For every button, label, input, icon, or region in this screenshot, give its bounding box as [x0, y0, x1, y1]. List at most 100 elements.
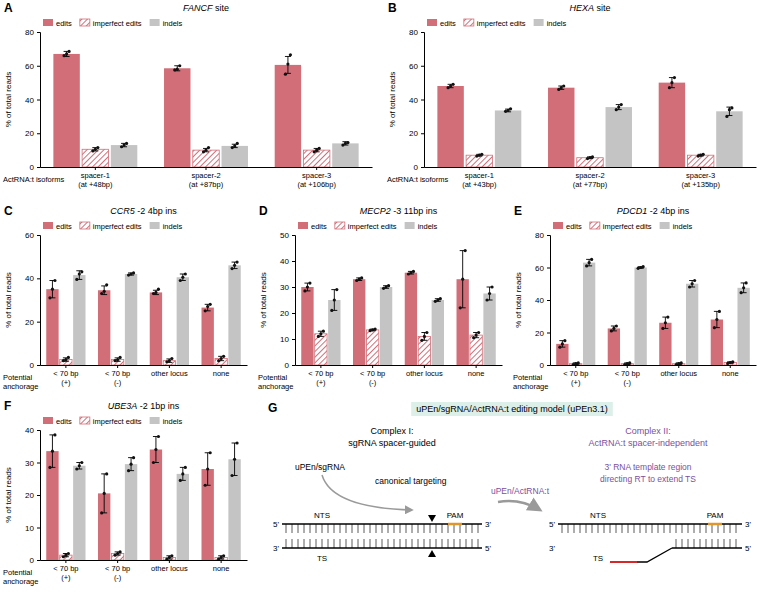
base — [454, 539, 455, 548]
base — [310, 539, 311, 548]
base — [628, 524, 629, 533]
x-tick: spacer-1(at +43bp) — [462, 167, 497, 189]
replicate-dot — [67, 50, 70, 53]
y-tick-mark — [292, 287, 295, 288]
panel-title: UBE3A -2 1bp ins — [108, 401, 180, 411]
bar — [125, 464, 137, 560]
base — [328, 539, 329, 548]
error-bar — [205, 453, 211, 486]
base — [292, 539, 293, 548]
cut-mark — [428, 550, 436, 557]
bar — [608, 328, 620, 365]
y-tick-label: 0 — [414, 163, 419, 172]
legend-swatch — [553, 222, 563, 229]
error-bar — [714, 311, 720, 327]
bar — [111, 145, 137, 167]
base — [310, 524, 311, 533]
replicate-dot — [116, 358, 119, 361]
x-axis-title: Potentialanchorage — [513, 373, 548, 391]
replicate-dot — [725, 115, 728, 118]
ts-extension — [610, 561, 637, 563]
replicate-dot — [615, 108, 618, 111]
base — [412, 524, 413, 533]
legend-label: indels — [163, 222, 183, 231]
replicate-dot — [286, 62, 289, 65]
x-tick: none — [722, 365, 739, 378]
dna — [558, 524, 742, 548]
bar — [46, 451, 58, 560]
base — [406, 524, 407, 533]
replicate-dot — [563, 339, 566, 342]
y-axis: 0204060 — [25, 231, 40, 370]
base — [334, 539, 335, 548]
replicate-dot — [204, 484, 207, 487]
base — [472, 539, 473, 548]
y-tick-label: 20 — [25, 129, 34, 138]
replicate-dot — [75, 467, 78, 470]
x-tick: none — [213, 560, 230, 573]
legend-label: indels — [418, 222, 438, 231]
bar — [73, 466, 85, 560]
legend-swatch — [80, 19, 90, 26]
replicate-dot — [475, 334, 478, 337]
base — [376, 524, 377, 533]
strand-label: TS — [317, 554, 327, 563]
replicate-dot — [119, 356, 122, 359]
replicate-dot — [335, 288, 338, 291]
replicate-dot — [67, 552, 70, 555]
y-tick-label: 60 — [409, 62, 418, 71]
base — [568, 524, 569, 533]
legend-item: indels — [405, 222, 438, 231]
replicate-dot — [168, 359, 171, 362]
replicate-dot — [423, 335, 426, 338]
replicate-dot — [308, 282, 311, 285]
x-tick: none — [213, 365, 230, 378]
y-tick: 30 — [25, 459, 40, 468]
base — [376, 539, 377, 548]
base — [286, 524, 287, 533]
base — [712, 524, 713, 533]
y-tick: 0 — [30, 556, 40, 565]
y-tick-label: 20 — [535, 329, 544, 338]
legend-swatch — [43, 417, 53, 424]
x-axis: < 70 bp(+)< 70 bp(-)other locusnone — [41, 560, 248, 582]
y-tick: 20 — [25, 491, 40, 500]
legend-label: imperfect edits — [348, 222, 397, 231]
replicate-dot — [233, 144, 236, 147]
legend-swatch — [405, 222, 415, 229]
replicate-dot — [170, 357, 173, 360]
error-bar — [180, 467, 186, 480]
replicate-dot — [612, 327, 615, 330]
base — [346, 524, 347, 533]
panel-letter: A — [4, 1, 13, 15]
base — [448, 539, 449, 548]
bar — [686, 284, 698, 365]
x-tick-mark — [95, 167, 96, 170]
base — [634, 524, 635, 533]
y-tick: 40 — [25, 426, 40, 435]
y-axis-line — [37, 236, 41, 366]
base — [472, 524, 473, 533]
y-tick-mark — [292, 339, 295, 340]
bar — [432, 300, 444, 365]
replicate-dot — [693, 279, 696, 282]
marks — [53, 50, 358, 167]
x-tick-label: < 70 bp(+) — [563, 369, 588, 387]
legend-label: indels — [673, 222, 693, 231]
replicate-dot — [179, 479, 182, 482]
replicate-dot — [661, 327, 664, 330]
x-tick-mark — [117, 365, 118, 368]
base — [340, 524, 341, 533]
x-tick-label: other locus — [151, 369, 188, 378]
replicate-dot — [691, 282, 694, 285]
y-axis-line — [292, 236, 296, 366]
base — [610, 524, 611, 533]
y-tick-mark — [37, 495, 40, 496]
x-tick-mark — [169, 560, 170, 563]
legend-label: indels — [163, 19, 183, 28]
y-tick: 80 — [535, 231, 550, 240]
x-tick-label: other locus — [406, 369, 443, 378]
y-axis: 020406080 — [25, 28, 40, 172]
replicate-dot — [346, 141, 349, 144]
bar — [466, 155, 492, 167]
